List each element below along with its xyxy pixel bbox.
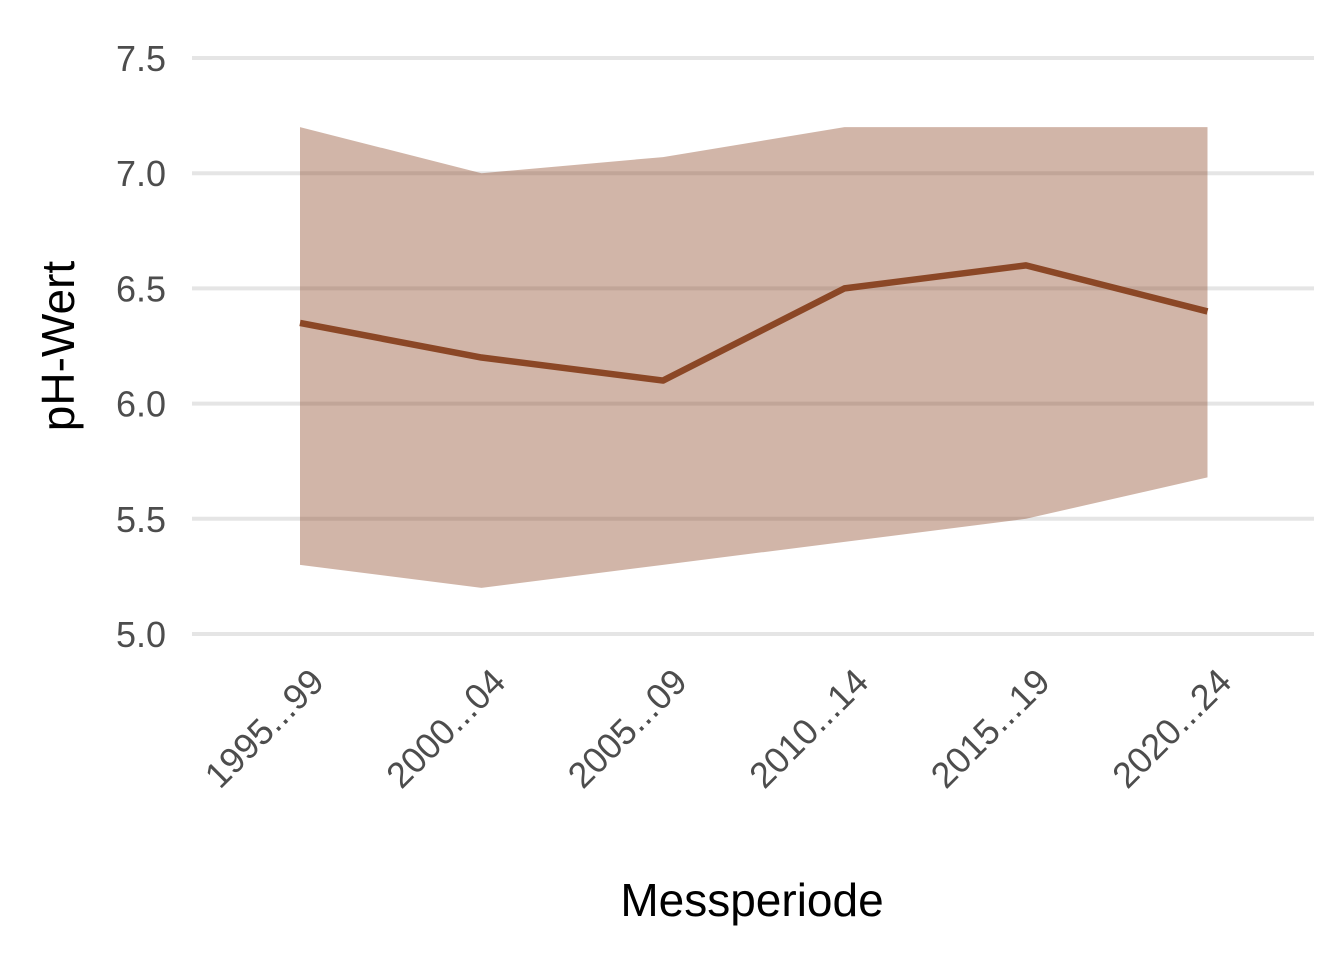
y-tick-label: 5.0 bbox=[116, 614, 166, 655]
y-tick-label: 7.0 bbox=[116, 153, 166, 194]
x-tick-label: 2005...09 bbox=[560, 661, 695, 796]
series-line bbox=[299, 262, 1209, 384]
range-band-area bbox=[300, 127, 1208, 588]
x-tick-labels: 1995...99 2000...04 2005...09 2010...14 2015… bbox=[197, 661, 1240, 796]
series-lines bbox=[299, 262, 1209, 384]
y-tick-label: 6.0 bbox=[116, 384, 166, 425]
grid-lines bbox=[192, 56, 1314, 636]
x-tick-label: 2010...14 bbox=[741, 661, 876, 796]
range-band bbox=[300, 127, 1208, 588]
y-tick-labels: 5.0 5.5 6.0 6.5 7.0 7.5 bbox=[116, 38, 166, 655]
y-tick-label: 5.5 bbox=[116, 499, 166, 540]
x-tick-label: 2020...24 bbox=[1104, 661, 1239, 796]
y-axis-title: pH-Wert bbox=[32, 261, 84, 432]
x-tick-label: 2015...19 bbox=[923, 661, 1058, 796]
y-tick-label: 6.5 bbox=[116, 268, 166, 309]
x-tick-label: 1995...99 bbox=[197, 661, 332, 796]
x-axis-title: Messperiode bbox=[620, 874, 883, 926]
y-tick-label: 7.5 bbox=[116, 38, 166, 79]
x-tick-label: 2000...04 bbox=[378, 661, 513, 796]
